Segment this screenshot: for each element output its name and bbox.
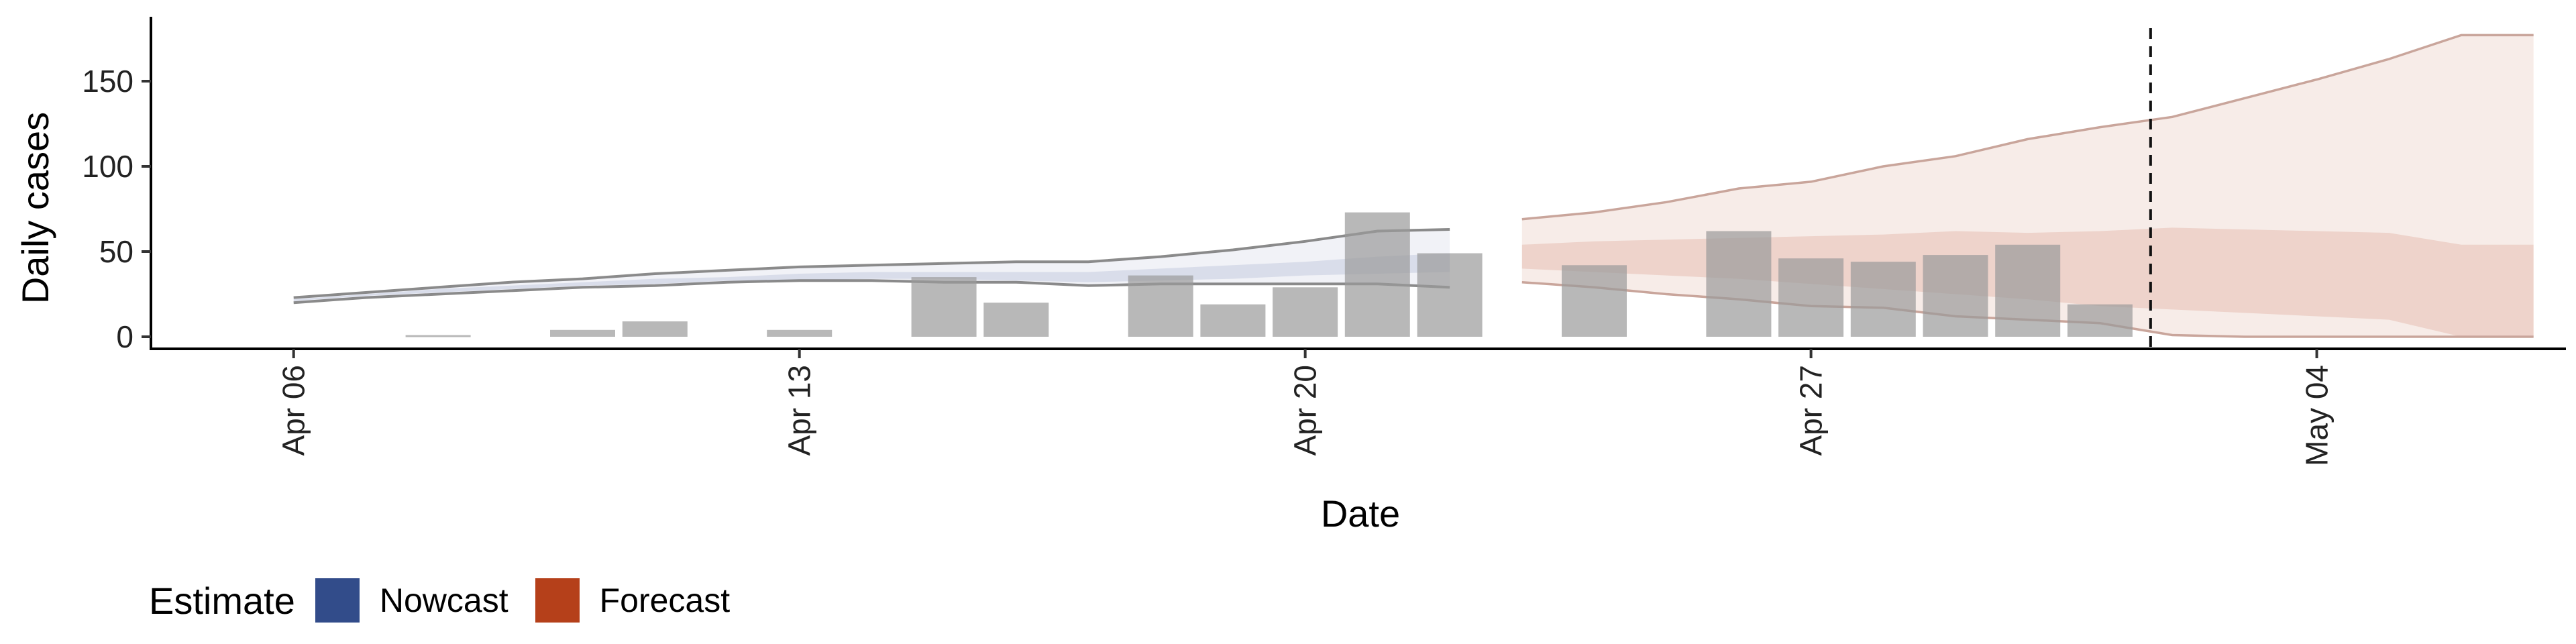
x-tick-label: Apr 27	[1794, 365, 1829, 456]
x-axis-title: Date	[1321, 492, 1400, 535]
nowcast-bands	[293, 228, 1450, 305]
bar	[1562, 265, 1627, 337]
legend: Estimate Nowcast Forecast	[149, 578, 757, 623]
bar	[1778, 258, 1844, 337]
bar	[550, 329, 615, 337]
bar	[1128, 275, 1193, 337]
legend-key-forecast	[535, 578, 580, 623]
bar	[1923, 255, 1988, 337]
y-tick-label: 100	[82, 149, 133, 184]
x-tick-label: Apr 06	[276, 365, 311, 456]
bar	[983, 303, 1049, 337]
bar	[1200, 304, 1266, 337]
y-tick-label: 150	[82, 64, 133, 99]
bar	[2067, 304, 2133, 337]
bar	[1273, 287, 1338, 337]
bar	[767, 329, 833, 337]
nowcast-lower-line	[293, 279, 1450, 305]
x-tick-label: May 04	[2300, 365, 2334, 466]
legend-label-nowcast: Nowcast	[379, 582, 508, 619]
bar	[622, 321, 688, 337]
bar	[1995, 244, 2061, 337]
nowcast-upper-line	[293, 228, 1450, 299]
bar	[1706, 231, 1772, 337]
bar	[911, 277, 977, 337]
x-ticks: Apr 06 Apr 13 Apr 20 Apr 27 May 04	[276, 349, 2334, 466]
nowcast-band-50	[293, 253, 1450, 301]
y-axis-title: Daily cases	[14, 112, 56, 304]
bar	[1850, 262, 1916, 337]
bar	[405, 335, 471, 337]
y-tick-label: 0	[116, 319, 133, 354]
forecast-band-90	[1521, 35, 2534, 337]
axes	[150, 17, 2566, 350]
bar	[1344, 212, 1410, 337]
x-tick-label: Apr 13	[782, 365, 817, 456]
bar	[1417, 253, 1483, 337]
case-bars	[405, 212, 2133, 337]
y-ticks: 0 50 100 150	[82, 64, 151, 354]
legend-title: Estimate	[149, 579, 295, 622]
legend-label-forecast: Forecast	[599, 582, 731, 619]
legend-key-nowcast	[315, 578, 360, 623]
forecast-upper-line	[1521, 34, 2534, 221]
x-tick-label: Apr 20	[1288, 365, 1323, 456]
y-tick-label: 50	[99, 234, 133, 269]
